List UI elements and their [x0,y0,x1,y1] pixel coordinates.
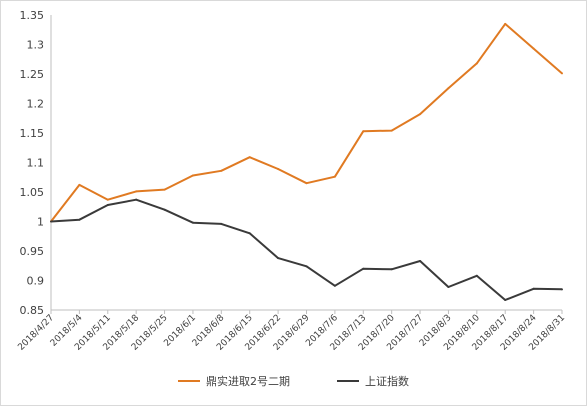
y-tick-label: 1.15 [20,127,45,140]
data-point [390,268,393,271]
y-tick-label: 1 [37,216,44,229]
data-point [277,257,280,260]
data-point [447,285,450,288]
data-point [390,129,393,132]
data-point [191,174,194,177]
data-point [163,208,166,211]
data-point [561,72,563,75]
data-point [504,22,507,25]
x-tick-label: 2018/4/27 [16,313,56,353]
data-point [191,221,194,224]
y-axis-ticks: 0.85 0.9 0.95 1 1.05 1.1 1.15 1.2 1.25 1.3 1.35 [20,9,45,317]
y-tick-label: 1.1 [27,157,45,170]
y-tick-label: 1.35 [20,9,45,22]
y-tick-label: 0.85 [20,304,45,317]
data-point [106,198,109,201]
data-point [220,222,223,225]
x-axis-ticks: 2018/4/272018/5/42018/5/112018/5/182018/… [16,310,567,353]
data-point [277,167,280,170]
y-tick-label: 1.05 [20,186,45,199]
data-point [532,287,535,290]
y-tick-label: 0.95 [20,245,45,258]
data-point [163,188,166,191]
data-point [333,284,336,287]
data-point [333,175,336,178]
data-point [78,183,81,186]
series-line-1 [50,198,563,301]
y-tick-label: 1.2 [27,98,45,111]
data-point [305,265,308,268]
y-tick-label: 1.3 [27,39,45,52]
y-tick-label: 0.9 [27,275,45,288]
data-point [532,47,535,50]
data-point [419,260,422,263]
data-point [305,182,308,185]
data-point [50,220,52,223]
data-point [475,274,478,277]
data-point [447,87,450,90]
data-point [248,156,251,159]
data-point [220,169,223,172]
data-point [362,267,365,270]
data-point [561,288,563,291]
data-point [135,190,138,193]
data-point [106,203,109,206]
data-point [248,232,251,235]
data-point [419,113,422,116]
series-layer [50,22,563,301]
data-point [135,198,138,201]
legend-label: 鼎实进取2号二期 [206,374,290,388]
data-point [504,298,507,301]
data-point [475,62,478,65]
data-point [78,218,81,221]
y-tick-label: 1.25 [20,68,45,81]
series-line-0 [50,22,563,223]
legend-label: 上证指数 [365,374,409,388]
data-point [362,130,365,133]
legend: 鼎实进取2号二期 上证指数 [178,374,409,388]
